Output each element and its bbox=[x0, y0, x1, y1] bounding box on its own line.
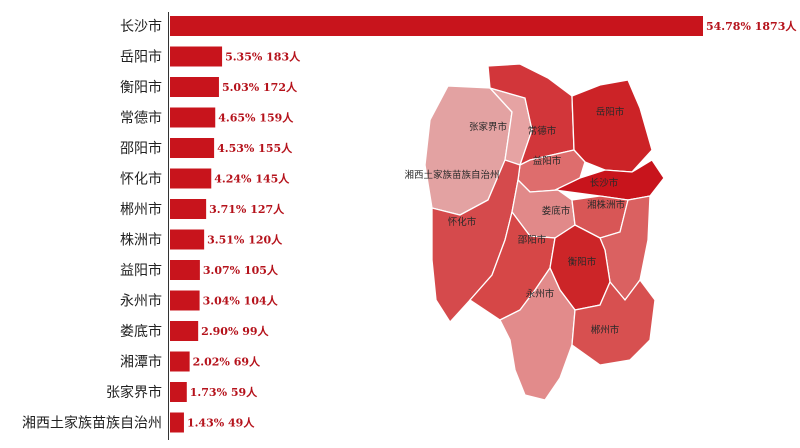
category-label: 株洲市 bbox=[120, 232, 162, 249]
bar bbox=[170, 77, 219, 97]
region-yueyang bbox=[571, 79, 653, 173]
map-label-xiangtan-zhuzhou: 湘株洲市 bbox=[587, 199, 626, 211]
value-label: 3.04% 104人 bbox=[203, 294, 279, 308]
category-label: 岳阳市 bbox=[120, 49, 162, 66]
region-changsha bbox=[552, 159, 665, 201]
category-label: 衡阳市 bbox=[120, 79, 162, 96]
bar bbox=[170, 321, 199, 341]
bar bbox=[170, 351, 190, 372]
bar bbox=[170, 46, 223, 67]
map-label-hengyang: 衡阳市 bbox=[568, 256, 597, 268]
map-label-yueyang: 岳阳市 bbox=[596, 106, 625, 118]
bar bbox=[170, 168, 212, 189]
value-label: 4.65% 159人 bbox=[218, 111, 294, 125]
map-label-changsha: 长沙市 bbox=[590, 177, 619, 189]
value-label: 5.35% 183人 bbox=[225, 50, 301, 64]
value-label: 1.43% 49人 bbox=[187, 416, 255, 430]
bar bbox=[170, 138, 215, 158]
bar bbox=[170, 199, 207, 219]
map-label-huaihua: 怀化市 bbox=[448, 216, 477, 228]
bar bbox=[170, 16, 703, 36]
map-label-zhangjiajie: 张家界市 bbox=[469, 121, 508, 133]
category-label: 怀化市 bbox=[120, 171, 162, 188]
category-label: 永州市 bbox=[120, 293, 162, 310]
map-label-chenzhou: 郴州市 bbox=[591, 324, 620, 336]
bar bbox=[170, 229, 205, 250]
value-label: 54.78% 1873人 bbox=[706, 19, 797, 33]
value-label: 3.07% 105人 bbox=[203, 263, 279, 277]
choropleth-map: 张家界市 常德市 岳阳市 益阳市 湘西土家族苗族自治州 长沙市 湘株洲市 娄底市… bbox=[404, 63, 665, 401]
category-label: 长沙市 bbox=[120, 18, 162, 35]
value-label: 2.90% 99人 bbox=[201, 324, 269, 338]
category-label: 娄底市 bbox=[120, 323, 162, 340]
category-label: 湘潭市 bbox=[120, 354, 162, 371]
category-label: 郴州市 bbox=[120, 201, 162, 218]
category-label: 益阳市 bbox=[120, 262, 162, 279]
map-label-xiangxi: 湘西土家族苗族自治州 bbox=[404, 169, 499, 181]
value-label: 2.02% 69人 bbox=[193, 355, 261, 369]
bar bbox=[170, 107, 216, 128]
map-label-loudi: 娄底市 bbox=[542, 205, 571, 217]
region-chenzhou bbox=[571, 278, 656, 366]
bar bbox=[170, 412, 184, 433]
map-label-changde: 常德市 bbox=[528, 125, 557, 137]
category-label: 常德市 bbox=[120, 110, 162, 127]
category-label: 邵阳市 bbox=[120, 140, 162, 157]
bar bbox=[170, 290, 200, 311]
category-label: 湘西土家族苗族自治州 bbox=[22, 415, 162, 432]
bar bbox=[170, 260, 200, 280]
value-label: 1.73% 59人 bbox=[190, 385, 258, 399]
value-label: 5.03% 172人 bbox=[222, 80, 298, 94]
value-label: 4.24% 145人 bbox=[214, 172, 290, 186]
value-label: 3.71% 127人 bbox=[209, 202, 285, 216]
value-label: 3.51% 120人 bbox=[207, 233, 283, 247]
map-label-yongzhou: 永州市 bbox=[526, 288, 555, 300]
category-label: 张家界市 bbox=[106, 384, 162, 401]
value-label: 4.53% 155人 bbox=[217, 141, 293, 155]
bar bbox=[170, 382, 187, 402]
map-label-shaoyang: 邵阳市 bbox=[518, 234, 547, 246]
map-label-yiyang: 益阳市 bbox=[533, 155, 562, 167]
